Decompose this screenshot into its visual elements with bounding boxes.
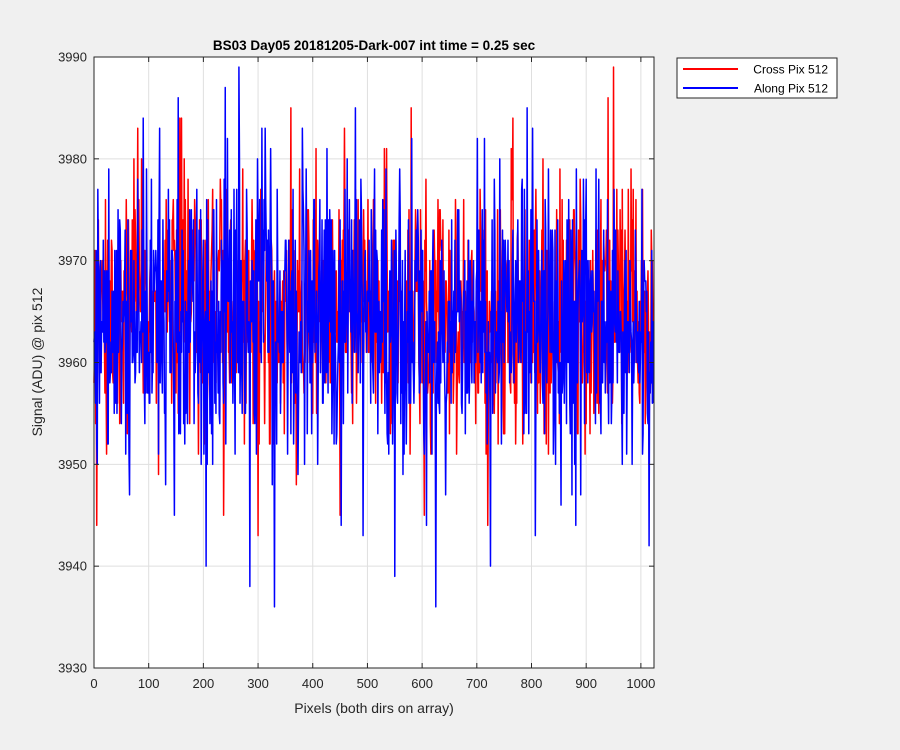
x-tick-label: 700 [466,676,488,691]
x-tick-label: 500 [357,676,379,691]
x-tick-label: 400 [302,676,324,691]
y-tick-label: 3990 [58,50,87,65]
y-tick-label: 3960 [58,355,87,370]
x-axis-label: Pixels (both dirs on array) [294,700,454,716]
x-tick-label: 200 [193,676,215,691]
x-tick-label: 1000 [626,676,655,691]
x-tick-label: 800 [521,676,543,691]
series-layer [93,66,655,608]
y-axis-label: Signal (ADU) @ pix 512 [29,287,45,436]
y-tick-label: 3930 [58,661,87,676]
x-tick-label: 300 [247,676,269,691]
x-tick-label: 900 [575,676,597,691]
y-tick-label: 3970 [58,253,87,268]
axis-ticks: 0 100 200 300 400 500 600 700 800 900 1000 3930 3940… [58,50,655,692]
y-tick-label: 3950 [58,457,87,472]
x-tick-label: 600 [411,676,433,691]
series-line-along-pix-512 [93,66,655,608]
y-tick-label: 3940 [58,559,87,574]
x-tick-label: 100 [138,676,160,691]
legend-label-along: Along Pix 512 [754,82,828,96]
legend[interactable]: Cross Pix 512 Along Pix 512 [676,57,838,99]
legend-label-cross: Cross Pix 512 [753,63,828,77]
legend-box [676,57,838,99]
y-tick-label: 3980 [58,151,87,166]
x-tick-label: 0 [90,676,97,691]
chart-title: BS03 Day05 20181205-Dark-007 int time = … [213,38,536,53]
